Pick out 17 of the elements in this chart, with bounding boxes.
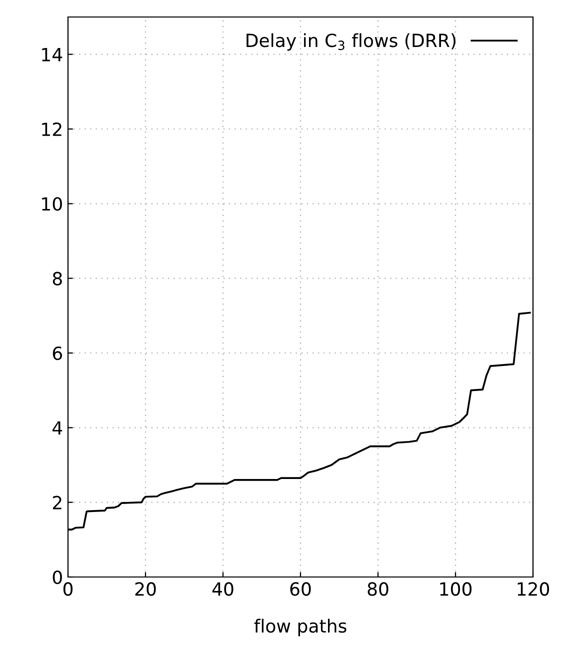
legend-label: Delay in C$_{3}$ flows (DRR) (246, 33, 456, 51)
x-axis-title: flow paths (254, 618, 346, 636)
y-tick-label: 0 (52, 570, 62, 584)
y-tick-label: 4 (52, 421, 62, 435)
y-tick-label: 8 (52, 272, 62, 286)
y-tick-label: 10 (42, 197, 62, 211)
x-tick-label: 60 (290, 582, 311, 596)
y-tick-label: 2 (52, 496, 62, 510)
y-tick-label: 12 (42, 122, 62, 136)
x-tick-label: 20 (135, 582, 156, 596)
y-tick-label: 6 (52, 346, 62, 360)
y-tick-label: 14 (42, 48, 62, 62)
x-tick-label: 120 (518, 582, 550, 596)
x-tick-label: 100 (440, 582, 472, 596)
x-tick-label: 40 (212, 582, 234, 596)
x-tick-label: 80 (368, 582, 388, 596)
x-tick-label: 0 (63, 582, 73, 596)
